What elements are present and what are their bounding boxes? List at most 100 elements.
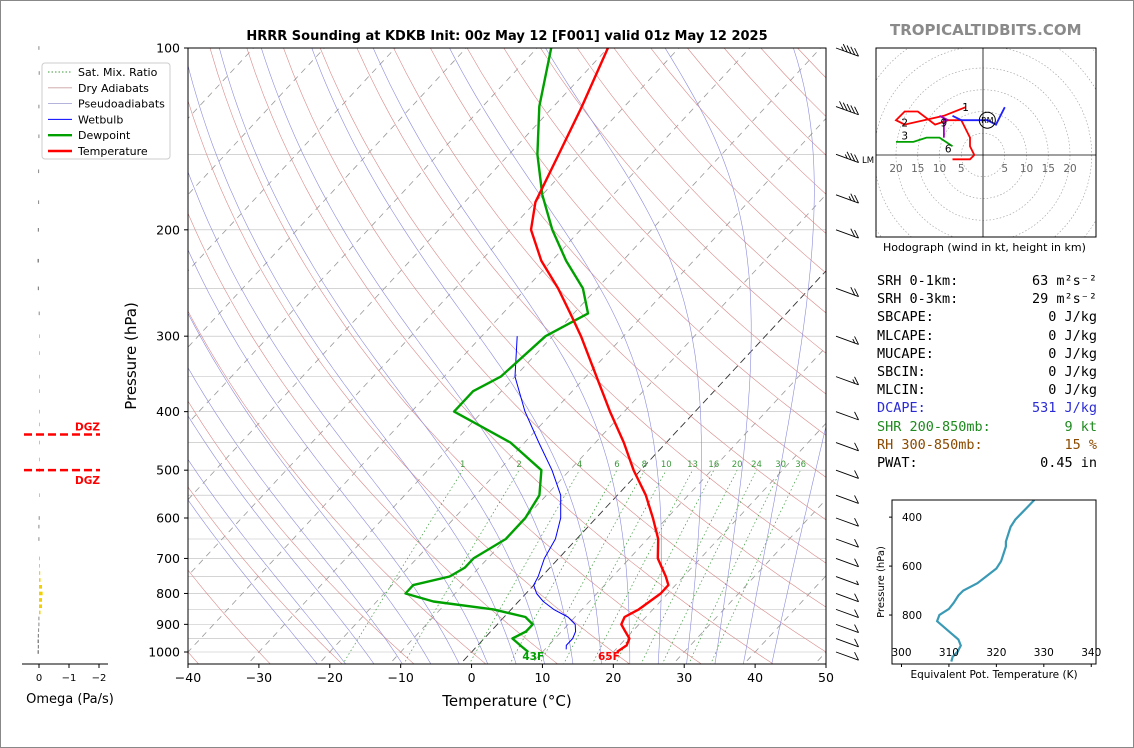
hodograph-height-label: 6 — [945, 143, 952, 155]
theta-e-panel: 300 310 320 330 340 400 600 800 Equivalent Pot. … — [876, 499, 1101, 681]
mixing-ratio-label: 20 — [732, 460, 743, 470]
omega-bar — [39, 351, 40, 355]
omega-bar — [39, 409, 40, 414]
y-tick-label: 800 — [156, 586, 180, 601]
dry-adiabat — [188, 99, 631, 664]
x-tick-label: 30 — [676, 670, 692, 685]
dry-adiabat — [188, 486, 343, 664]
sounding-indices: SRH 0-1km: 63 m²s⁻² SRH 0-3km: 29 m²s⁻² SBCA… — [877, 272, 1097, 472]
index-row: MLCIN: 0 J/kg — [877, 381, 1097, 399]
index-row: PWAT: 0.45 in — [877, 454, 1097, 472]
theta-e-frame — [891, 499, 1097, 665]
dry-adiabat — [283, 48, 826, 653]
legend-entry: Dry Adiabats — [78, 82, 149, 95]
omega-axis-label: Omega (Pa/s) — [26, 692, 114, 707]
wind-barb-flag — [854, 593, 859, 602]
y-axis-label: Pressure (hPa) — [122, 302, 140, 410]
mixing-ratio-label: 13 — [687, 460, 698, 470]
x-tick-label: 10 — [534, 670, 550, 685]
dry-adiabat — [356, 48, 826, 564]
pseudoadiabat — [188, 367, 403, 664]
omega-bar — [38, 311, 40, 316]
omega-bar — [38, 134, 40, 139]
dry-adiabat — [188, 310, 487, 664]
omega-bar — [38, 537, 40, 541]
brand-watermark: TROPICALTIDBITS.COM — [890, 21, 1082, 39]
omega-bar — [38, 524, 40, 529]
isotherm — [188, 48, 609, 501]
wind-barb-staff — [835, 558, 859, 568]
wind-barb-flag — [839, 101, 844, 110]
hodograph-height-label: 2 — [901, 117, 908, 129]
dry-adiabat — [188, 400, 415, 664]
wind-barb-flag — [854, 336, 859, 345]
hodograph-ring-label: 10 — [933, 163, 946, 175]
dry-adiabat — [209, 48, 702, 664]
index-value: 0 J/kg — [1048, 309, 1097, 326]
storm-motion-marker — [978, 111, 996, 129]
isotherm — [318, 117, 826, 664]
mixing-ratio-line — [468, 470, 580, 664]
hodograph-inner: 20 15 10 5 5 10 15 20 1 23 6 9 RM — [876, 48, 1096, 237]
omega-bar — [39, 578, 41, 582]
x-tick-label: −20 — [317, 670, 343, 685]
pseudoadiabat — [545, 48, 702, 664]
dry-adiabat — [188, 569, 271, 664]
omega-bar — [39, 457, 40, 462]
omega-bar — [39, 422, 40, 427]
index-value: 9 kt — [1064, 418, 1097, 435]
wind-barb-flag — [846, 45, 852, 54]
omega-bar — [39, 374, 40, 379]
y-tick-label: 900 — [156, 617, 180, 632]
isotherm — [743, 575, 826, 664]
theta-e-x-tick-label: 330 — [1034, 647, 1054, 659]
hodograph-trace — [896, 136, 954, 148]
mixing-ratio-line — [640, 470, 738, 664]
dry-adiabat — [393, 48, 826, 521]
wind-barb-staff — [835, 494, 859, 504]
index-row: SRH 0-3km: 29 m²s⁻² — [877, 290, 1097, 308]
hodograph-ring-label: 20 — [1063, 163, 1076, 175]
wind-barb-flag — [850, 193, 856, 202]
legend-entry: Dewpoint — [78, 129, 131, 142]
index-row: SHR 200-850mb: 9 kt — [877, 418, 1097, 436]
dgz-label: DGZ — [75, 422, 100, 434]
isotherm — [188, 48, 680, 577]
wind-barb-half — [848, 196, 852, 201]
dry-adiabat — [540, 48, 826, 354]
index-value: 0 J/kg — [1048, 327, 1097, 344]
hodograph-ring-label: 15 — [911, 163, 924, 175]
surface-temperature-label: 65F — [598, 651, 620, 663]
skewt-frame — [187, 47, 827, 665]
dry-adiabat — [188, 212, 559, 664]
pseudoadiabat — [188, 64, 517, 664]
index-value: 29 m²s⁻² — [1031, 291, 1097, 308]
wind-barb-flag — [850, 46, 856, 56]
wind-barb-flag — [842, 43, 848, 53]
hodograph-ring-label: 20 — [889, 163, 902, 175]
surface-dewpoint-label: 43F — [522, 651, 544, 663]
mixing-ratio-label: 10 — [661, 460, 672, 470]
mixing-ratio-line — [591, 470, 693, 664]
omega-bar — [39, 585, 42, 589]
mixing-ratio-label: 24 — [751, 460, 762, 470]
mixing-ratio-label: 4 — [577, 460, 582, 470]
pseudoadiabat — [311, 48, 602, 664]
wind-barb-half — [856, 580, 859, 585]
index-label: MLCIN: — [877, 382, 926, 399]
wind-barb-flag — [854, 638, 859, 647]
index-value: 0 J/kg — [1048, 363, 1097, 380]
index-value: 63 m²s⁻² — [1031, 273, 1097, 289]
omega-bar — [38, 104, 40, 109]
wind-barb-staff — [835, 576, 859, 586]
mixing-ratio-label: 2 — [516, 460, 521, 470]
wind-barb-staff — [835, 469, 859, 479]
index-label: MUCAPE: — [877, 345, 934, 362]
hodograph-height-label: 3 — [901, 130, 908, 142]
dry-adiabat — [576, 48, 826, 314]
index-label: RH 300-850mb: — [877, 436, 983, 453]
wind-barb-staff — [835, 593, 859, 603]
wind-barb-staff — [835, 538, 859, 548]
omega-bar — [39, 591, 43, 596]
